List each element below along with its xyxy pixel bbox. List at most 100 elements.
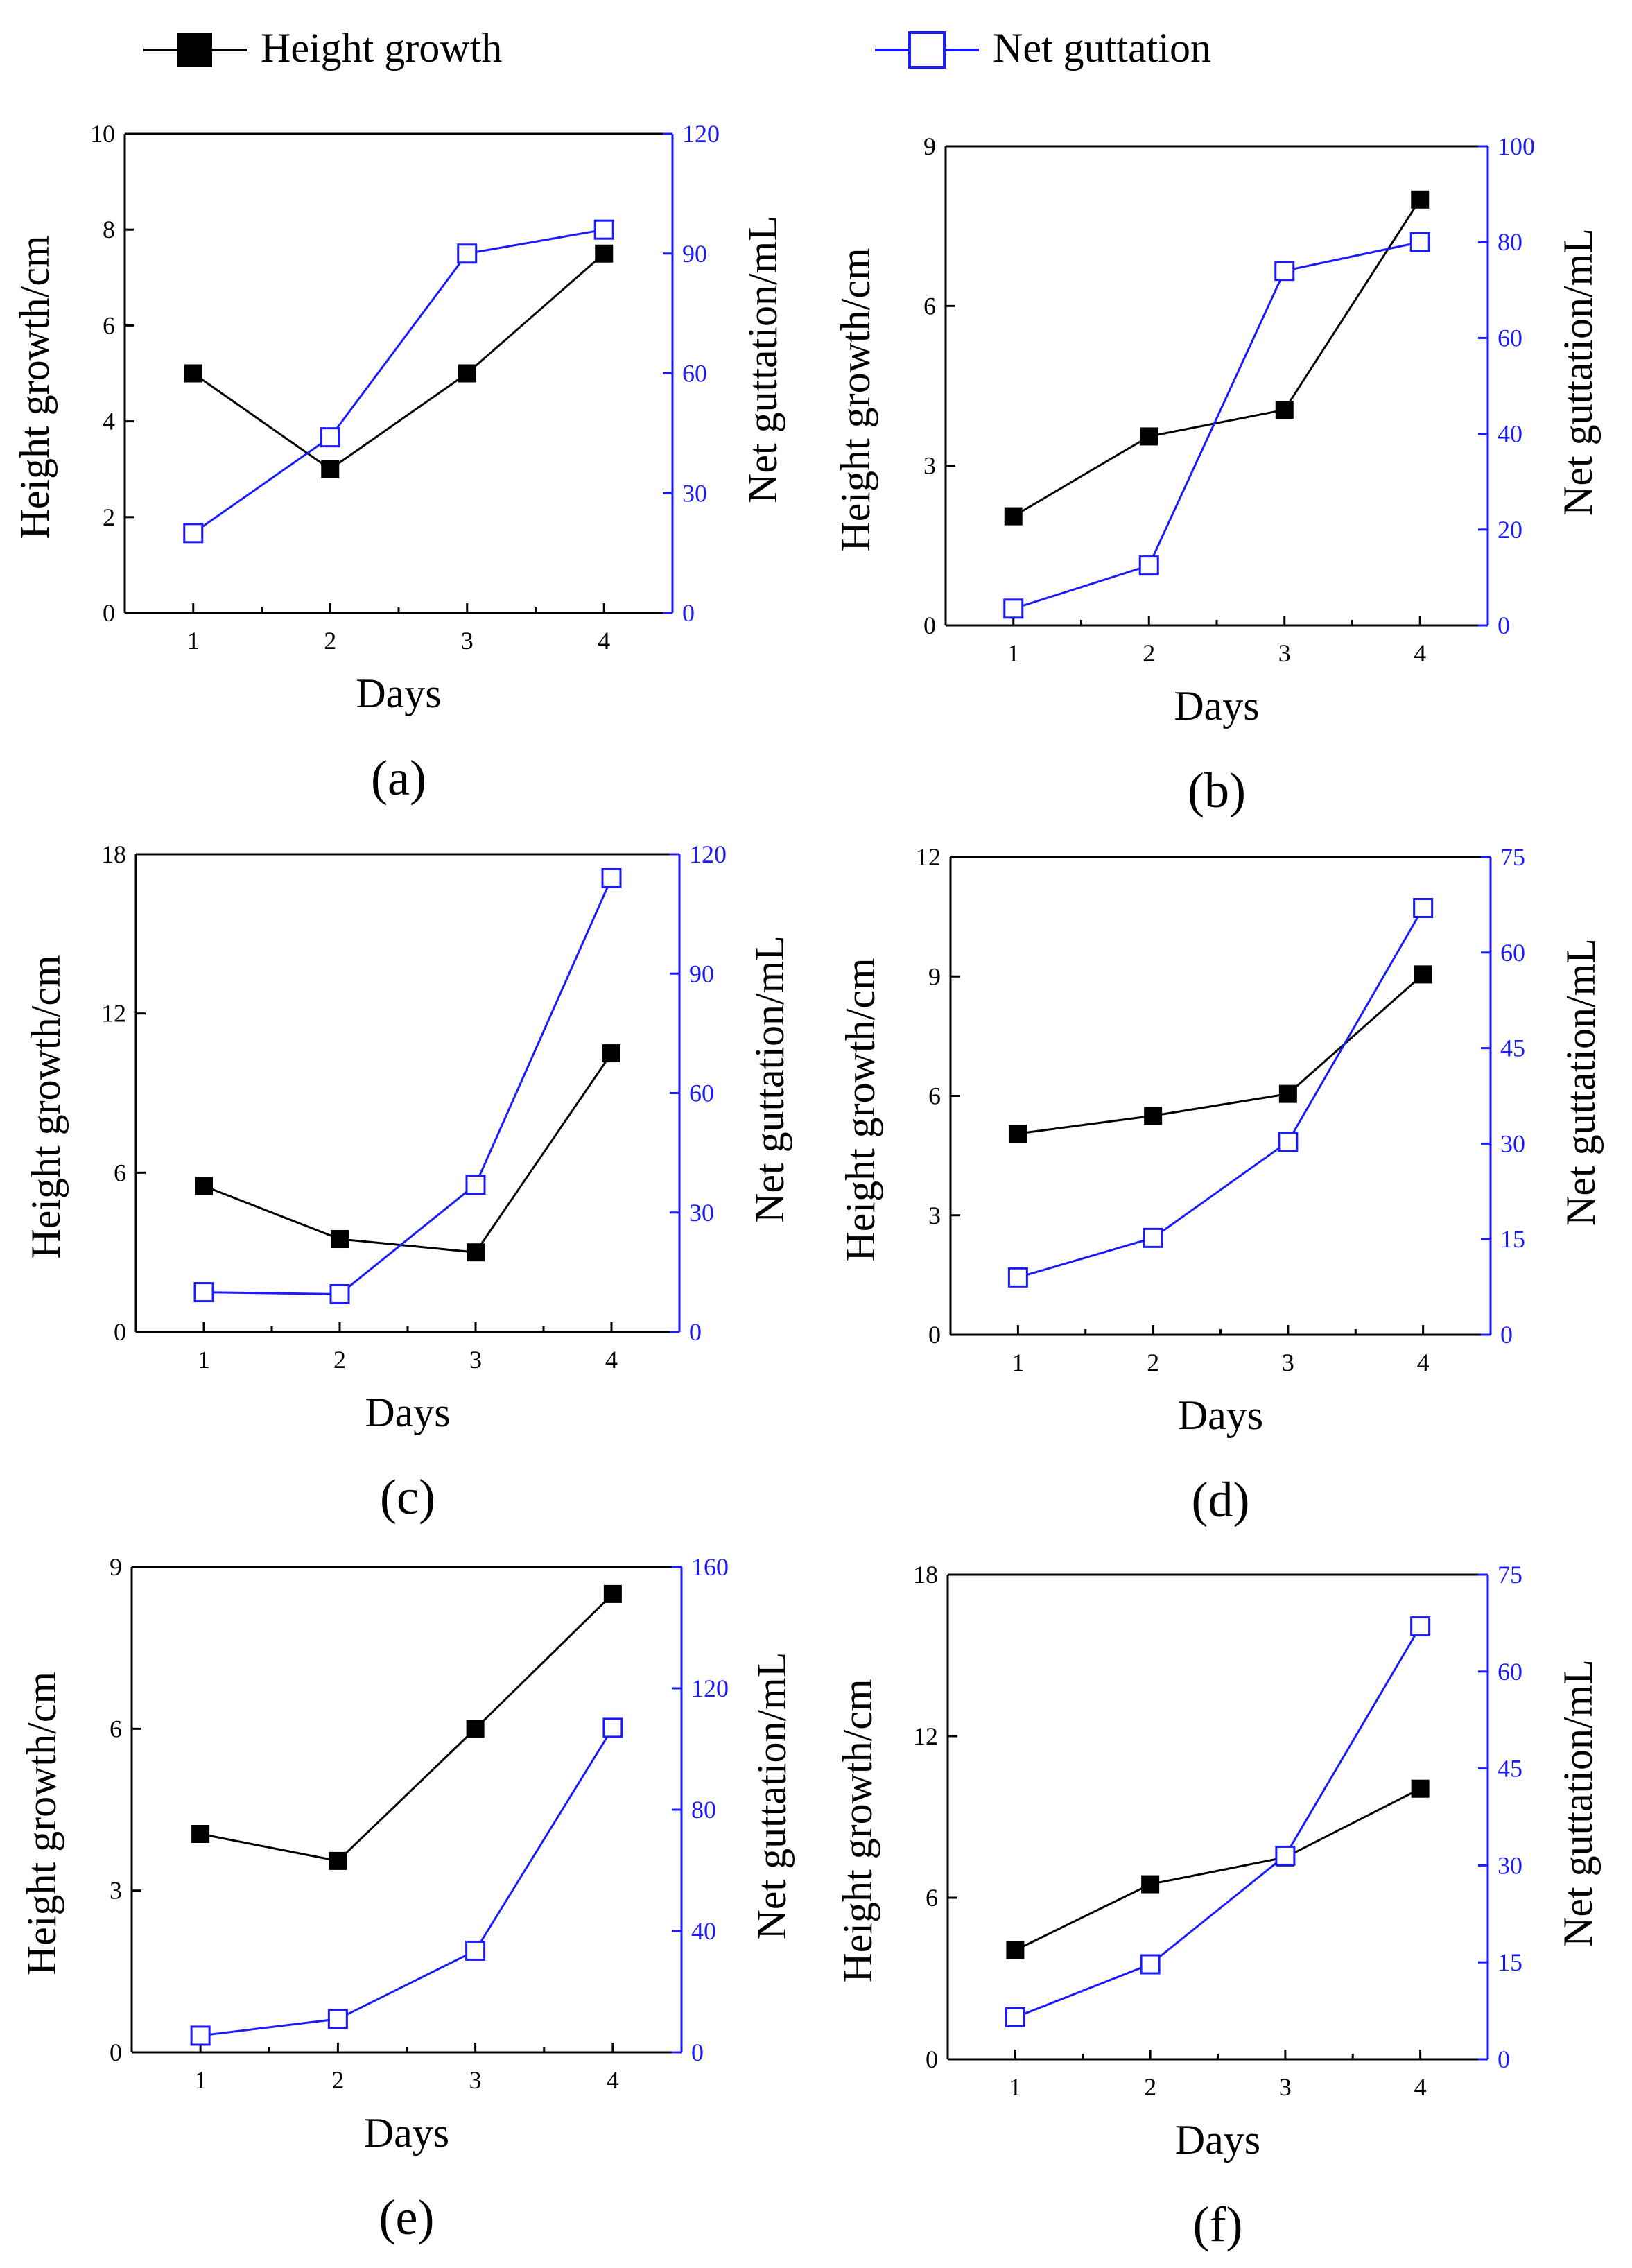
y2-tick-label: 45 bbox=[1500, 1035, 1525, 1062]
y-axis-title: Height growth/cm bbox=[837, 958, 883, 1261]
y-axis-title: Height growth/cm bbox=[835, 1679, 880, 1982]
x-axis-title: Days bbox=[1178, 1392, 1263, 1438]
y2-axis-title: Net guttation/mL bbox=[1555, 1659, 1601, 1947]
y2-tick-label: 0 bbox=[1500, 1321, 1513, 1349]
net-guttation-marker bbox=[1409, 232, 1430, 252]
y2-tick-label: 0 bbox=[691, 2038, 704, 2066]
net-guttation-marker bbox=[602, 1717, 623, 1738]
height-growth-marker bbox=[1009, 1125, 1027, 1143]
panel-caption: (d) bbox=[1192, 1472, 1250, 1527]
net-guttation-marker bbox=[183, 523, 204, 544]
height-growth-line bbox=[203, 1053, 613, 1254]
y-tick-label: 9 bbox=[928, 962, 941, 990]
y-tick-label: 0 bbox=[103, 599, 115, 627]
height-growth-marker bbox=[466, 1720, 485, 1738]
panel-caption: (f) bbox=[1193, 2197, 1243, 2252]
legend-entry-height: Height growth bbox=[143, 25, 502, 71]
chart-panel-5: 0 3 6 9 0 40 80 120 160 1 2 3 4 Days Height growth/cm N… bbox=[19, 1553, 795, 2245]
x-tick-label: 1 bbox=[187, 627, 200, 655]
net-guttation-marker bbox=[601, 867, 622, 888]
x-tick-label: 3 bbox=[469, 1346, 482, 1374]
y2-tick-label: 0 bbox=[1498, 612, 1510, 639]
x-tick-label: 3 bbox=[1282, 1349, 1294, 1376]
y-tick-label: 6 bbox=[926, 1884, 938, 1912]
y2-tick-label: 30 bbox=[689, 1199, 714, 1227]
height-growth-marker bbox=[1140, 427, 1158, 446]
y-tick-label: 6 bbox=[923, 292, 936, 320]
height-growth-marker bbox=[1006, 1941, 1025, 1959]
net-guttation-marker bbox=[190, 2025, 211, 2046]
y-tick-label: 0 bbox=[928, 1321, 941, 1349]
x-tick-label: 4 bbox=[1414, 639, 1426, 667]
y-axis-title: Height growth/cm bbox=[23, 955, 69, 1258]
x-tick-label: 1 bbox=[198, 1346, 210, 1374]
height-growth-marker bbox=[184, 364, 202, 383]
height-growth-marker bbox=[1414, 965, 1432, 984]
legend-marker-height bbox=[177, 33, 212, 67]
y2-tick-label: 90 bbox=[689, 960, 714, 987]
height-growth-marker bbox=[595, 244, 614, 263]
y-tick-label: 3 bbox=[110, 1877, 122, 1905]
y2-tick-label: 60 bbox=[1498, 1658, 1522, 1686]
y-tick-label: 6 bbox=[928, 1082, 941, 1110]
height-growth-marker bbox=[1141, 1875, 1160, 1894]
net-guttation-marker bbox=[1140, 1954, 1161, 1975]
y2-tick-label: 40 bbox=[691, 1917, 716, 1945]
x-tick-label: 2 bbox=[1144, 2073, 1156, 2101]
y2-tick-label: 60 bbox=[1500, 939, 1525, 967]
legend-label-height: Height growth bbox=[261, 25, 502, 71]
y2-axis-title: Net guttation/mL bbox=[740, 216, 785, 503]
panel-caption: (a) bbox=[371, 750, 426, 806]
y-tick-label: 10 bbox=[90, 120, 115, 148]
x-tick-label: 3 bbox=[461, 627, 474, 655]
height-growth-marker bbox=[1411, 190, 1430, 209]
net-guttation-line bbox=[1014, 1625, 1421, 2018]
height-growth-marker bbox=[1411, 1779, 1430, 1798]
y2-axis-title: Net guttation/mL bbox=[747, 935, 792, 1223]
y2-tick-label: 0 bbox=[689, 1318, 702, 1346]
y-tick-label: 6 bbox=[114, 1159, 126, 1186]
y-tick-label: 8 bbox=[103, 216, 115, 243]
x-tick-label: 4 bbox=[1414, 2073, 1427, 2101]
panel-caption: (b) bbox=[1188, 763, 1246, 818]
y2-tick-label: 30 bbox=[682, 479, 707, 507]
net-guttation-marker bbox=[457, 243, 478, 264]
y-tick-label: 2 bbox=[103, 503, 115, 531]
y-axis-title: Height growth/cm bbox=[833, 248, 878, 551]
height-growth-marker bbox=[467, 1243, 485, 1262]
height-growth-line bbox=[1018, 973, 1424, 1135]
y-tick-label: 0 bbox=[923, 612, 936, 639]
net-guttation-marker bbox=[1274, 261, 1295, 282]
net-guttation-marker bbox=[1007, 1267, 1028, 1288]
height-growth-marker bbox=[195, 1177, 213, 1195]
y2-tick-label: 120 bbox=[682, 120, 720, 148]
y-tick-label: 6 bbox=[110, 1715, 122, 1742]
net-guttation-marker bbox=[1413, 897, 1434, 918]
x-tick-label: 4 bbox=[607, 2066, 619, 2094]
y2-tick-label: 75 bbox=[1498, 1561, 1522, 1589]
x-axis-title: Days bbox=[364, 2110, 449, 2156]
y2-axis-title: Net guttation/mL bbox=[749, 1652, 795, 1940]
legend-marker-guttation bbox=[908, 31, 946, 69]
y2-tick-label: 30 bbox=[1498, 1851, 1522, 1879]
height-growth-marker bbox=[191, 1825, 210, 1843]
y2-tick-label: 60 bbox=[1498, 324, 1522, 352]
y2-tick-label: 15 bbox=[1498, 1948, 1522, 1976]
x-axis-title: Days bbox=[365, 1390, 450, 1435]
height-growth-line bbox=[1012, 198, 1421, 517]
net-guttation-line bbox=[200, 1727, 614, 2037]
height-growth-marker bbox=[1144, 1107, 1163, 1125]
y2-tick-label: 120 bbox=[689, 840, 727, 868]
y2-tick-label: 30 bbox=[1500, 1129, 1525, 1157]
y-tick-label: 9 bbox=[923, 132, 936, 160]
panel-caption: (c) bbox=[380, 1469, 435, 1525]
y2-tick-label: 60 bbox=[682, 360, 707, 388]
y2-tick-label: 60 bbox=[689, 1080, 714, 1107]
x-axis-title: Days bbox=[1175, 2117, 1260, 2163]
y-tick-label: 3 bbox=[923, 452, 936, 480]
x-tick-label: 1 bbox=[1007, 639, 1020, 667]
